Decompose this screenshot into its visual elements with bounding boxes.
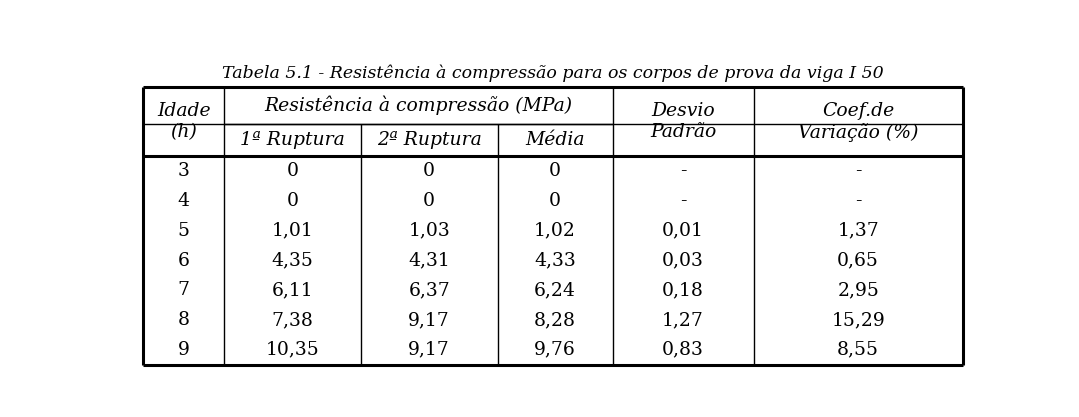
Text: 0: 0 — [423, 162, 435, 180]
Text: 6,11: 6,11 — [272, 281, 313, 299]
Text: 0,03: 0,03 — [663, 251, 705, 269]
Text: 1ª Ruptura: 1ª Ruptura — [241, 131, 345, 149]
Text: 0: 0 — [287, 192, 299, 210]
Text: 1,37: 1,37 — [837, 222, 879, 240]
Text: -: - — [680, 192, 686, 210]
Text: 0,01: 0,01 — [663, 222, 705, 240]
Text: 9,17: 9,17 — [408, 341, 450, 359]
Text: 9: 9 — [178, 341, 190, 359]
Text: 4,31: 4,31 — [408, 251, 450, 269]
Text: 8: 8 — [178, 311, 190, 329]
Text: 6,24: 6,24 — [534, 281, 576, 299]
Text: Média: Média — [525, 131, 585, 149]
Text: 1,03: 1,03 — [408, 222, 450, 240]
Text: 0: 0 — [423, 192, 435, 210]
Text: 0,65: 0,65 — [837, 251, 879, 269]
Text: 7,38: 7,38 — [272, 311, 314, 329]
Text: 0,83: 0,83 — [663, 341, 705, 359]
Text: -: - — [680, 162, 686, 180]
Text: 2ª Ruptura: 2ª Ruptura — [377, 131, 481, 149]
Text: -: - — [855, 162, 861, 180]
Text: 7: 7 — [178, 281, 190, 299]
Text: Idade
(h): Idade (h) — [156, 102, 210, 141]
Text: 1,01: 1,01 — [272, 222, 314, 240]
Text: 9,17: 9,17 — [408, 311, 450, 329]
Text: 4: 4 — [178, 192, 190, 210]
Text: 9,76: 9,76 — [534, 341, 576, 359]
Text: Resistência à compressão (MPa): Resistência à compressão (MPa) — [264, 96, 573, 116]
Text: 15,29: 15,29 — [831, 311, 885, 329]
Text: 10,35: 10,35 — [265, 341, 319, 359]
Text: 3: 3 — [178, 162, 190, 180]
Text: 0,18: 0,18 — [663, 281, 705, 299]
Text: Desvio
Padrão: Desvio Padrão — [650, 102, 716, 141]
Text: 8,55: 8,55 — [837, 341, 879, 359]
Text: 1,02: 1,02 — [534, 222, 576, 240]
Text: 1,27: 1,27 — [663, 311, 705, 329]
Text: 8,28: 8,28 — [534, 311, 576, 329]
Text: Coef.de
Variação (%): Coef.de Variação (%) — [797, 102, 918, 142]
Text: 5: 5 — [178, 222, 190, 240]
Text: 0: 0 — [287, 162, 299, 180]
Text: 6: 6 — [178, 251, 190, 269]
Text: 0: 0 — [549, 162, 561, 180]
Text: 0: 0 — [549, 192, 561, 210]
Text: 4,35: 4,35 — [272, 251, 314, 269]
Text: Tabela 5.1 - Resistência à compressão para os corpos de prova da viga I 50: Tabela 5.1 - Resistência à compressão pa… — [222, 65, 884, 82]
Text: -: - — [855, 192, 861, 210]
Text: 6,37: 6,37 — [408, 281, 450, 299]
Text: 4,33: 4,33 — [534, 251, 576, 269]
Text: 2,95: 2,95 — [837, 281, 879, 299]
